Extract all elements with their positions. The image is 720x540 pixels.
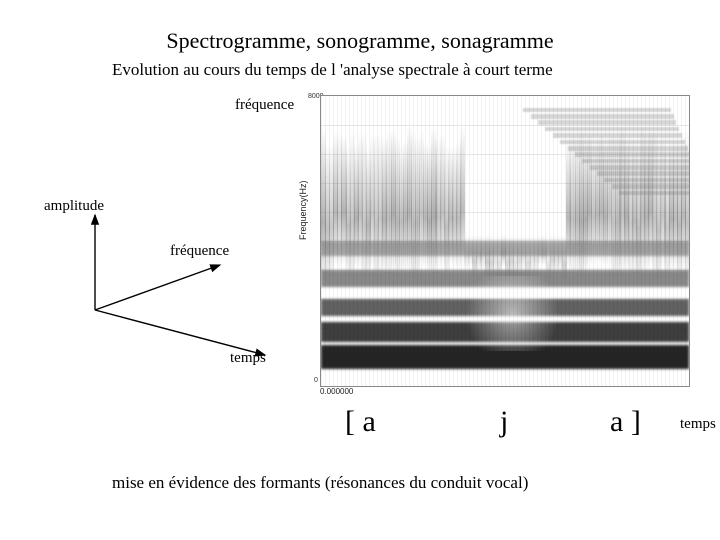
phoneme-open: [ a <box>345 405 376 439</box>
spectrogram-ylabel: Frequency(Hz) <box>298 180 308 240</box>
phoneme-close: a ] <box>610 405 641 439</box>
page-subtitle: Evolution au cours du temps de l 'analys… <box>112 60 553 80</box>
phoneme-mid: j <box>500 405 508 439</box>
footer-text: mise en évidence des formants (résonance… <box>112 473 528 493</box>
label-temps-mid: temps <box>230 350 266 367</box>
label-temps-right: temps <box>680 416 716 433</box>
label-frequence-mid: fréquence <box>170 243 229 260</box>
spectrogram-ymin: 0 <box>314 377 318 384</box>
label-frequence-top: fréquence <box>235 97 294 114</box>
spectrogram: Frequency(Hz) 8000 0 0.000000 <box>300 95 690 395</box>
page-title: Spectrogramme, sonogramme, sonagramme <box>0 28 720 54</box>
spectrogram-xlabel: 0.000000 <box>320 387 353 396</box>
label-amplitude: amplitude <box>44 198 104 215</box>
